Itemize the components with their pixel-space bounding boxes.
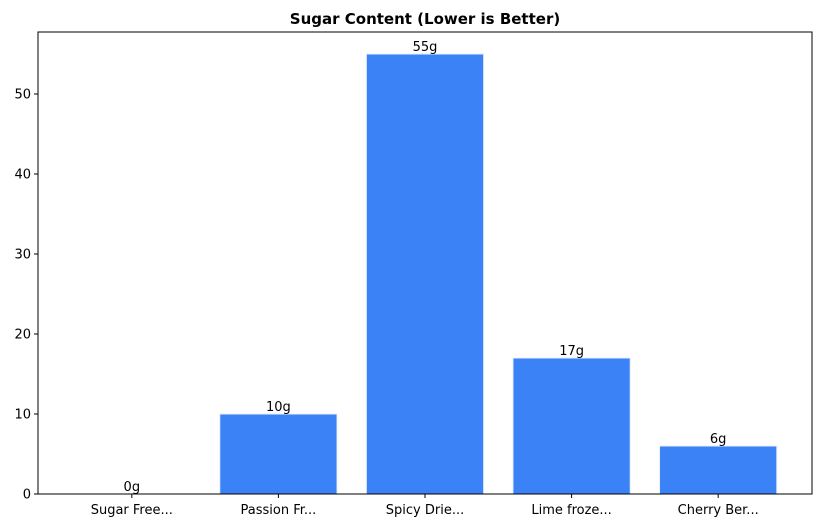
x-tick-label: Passion Fr... <box>241 503 317 518</box>
x-tick-label: Spicy Drie... <box>386 503 464 518</box>
value-label: 6g <box>710 432 727 447</box>
x-tick-label: Cherry Ber... <box>678 503 759 518</box>
y-tick-label: 40 <box>14 168 31 183</box>
plot-frame <box>37 31 813 495</box>
value-label: 0g <box>124 480 141 495</box>
value-label: 17g <box>559 344 584 359</box>
value-label: 55g <box>413 40 438 55</box>
y-tick-label: 10 <box>14 408 31 423</box>
bar <box>219 413 338 495</box>
bar <box>512 357 631 495</box>
y-tick-label: 50 <box>14 88 31 103</box>
value-label: 10g <box>266 400 291 415</box>
y-tick-label: 20 <box>14 328 31 343</box>
y-tick-label: 0 <box>23 488 31 503</box>
chart-title: Sugar Content (Lower is Better) <box>290 10 560 28</box>
x-tick-label: Lime froze... <box>531 503 611 518</box>
x-tick-label: Sugar Free... <box>91 503 173 518</box>
bar <box>365 53 485 495</box>
bar <box>659 445 778 495</box>
y-tick-label: 30 <box>14 248 31 263</box>
